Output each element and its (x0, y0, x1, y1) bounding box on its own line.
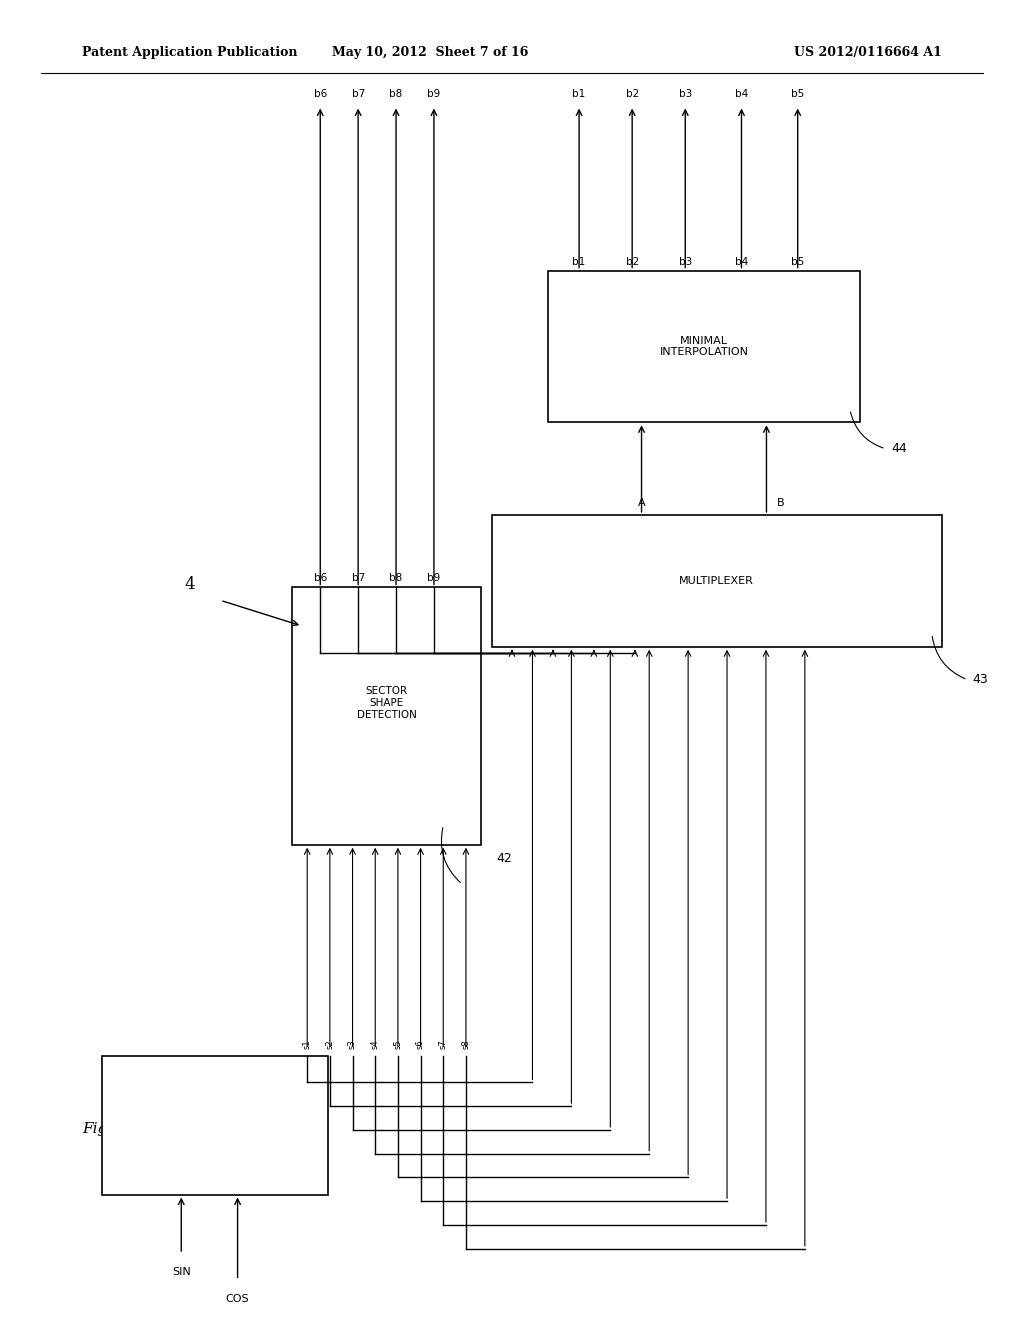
Text: s1: s1 (303, 1040, 311, 1049)
Text: b1: b1 (572, 88, 586, 99)
Text: A: A (638, 498, 645, 508)
Text: b4: b4 (735, 256, 749, 267)
Text: COS: COS (225, 1294, 250, 1304)
Text: s6: s6 (416, 1040, 425, 1049)
FancyBboxPatch shape (292, 587, 481, 845)
Text: b2: b2 (626, 88, 639, 99)
Text: b6: b6 (313, 573, 327, 583)
Text: US 2012/0116664 A1: US 2012/0116664 A1 (795, 46, 942, 59)
FancyBboxPatch shape (102, 1056, 328, 1195)
Text: b1: b1 (572, 256, 586, 267)
Text: s4: s4 (371, 1040, 380, 1049)
FancyBboxPatch shape (548, 271, 860, 422)
Text: b3: b3 (679, 88, 692, 99)
Text: b5: b5 (792, 256, 804, 267)
Text: b8: b8 (389, 88, 402, 99)
Text: b3: b3 (679, 256, 692, 267)
Text: b5: b5 (792, 88, 804, 99)
Text: b7: b7 (351, 88, 365, 99)
Text: b9: b9 (427, 88, 440, 99)
Text: s3: s3 (348, 1040, 357, 1049)
Text: Fig. 8: Fig. 8 (82, 1122, 127, 1135)
Text: 44: 44 (891, 442, 906, 455)
Text: b4: b4 (735, 88, 749, 99)
Text: s5: s5 (393, 1040, 402, 1049)
Text: May 10, 2012  Sheet 7 of 16: May 10, 2012 Sheet 7 of 16 (332, 46, 528, 59)
Text: MULTIPLEXER: MULTIPLEXER (679, 576, 755, 586)
Text: s8: s8 (462, 1040, 470, 1049)
Text: b2: b2 (626, 256, 639, 267)
Text: 43: 43 (973, 673, 988, 686)
Text: MINIMAL
INTERPOLATION: MINIMAL INTERPOLATION (659, 335, 749, 358)
Text: b7: b7 (351, 573, 365, 583)
Text: s7: s7 (438, 1040, 447, 1049)
Text: b6: b6 (313, 88, 327, 99)
Text: 42: 42 (497, 851, 512, 865)
Text: 4: 4 (184, 576, 195, 593)
Text: SIN: SIN (172, 1267, 190, 1278)
Text: s2: s2 (326, 1040, 335, 1049)
Text: B: B (777, 498, 784, 508)
Text: b8: b8 (389, 573, 402, 583)
Text: SECTOR
SHAPE
DETECTION: SECTOR SHAPE DETECTION (356, 686, 417, 719)
Text: Patent Application Publication: Patent Application Publication (82, 46, 297, 59)
FancyBboxPatch shape (492, 515, 942, 647)
Text: b9: b9 (427, 573, 440, 583)
